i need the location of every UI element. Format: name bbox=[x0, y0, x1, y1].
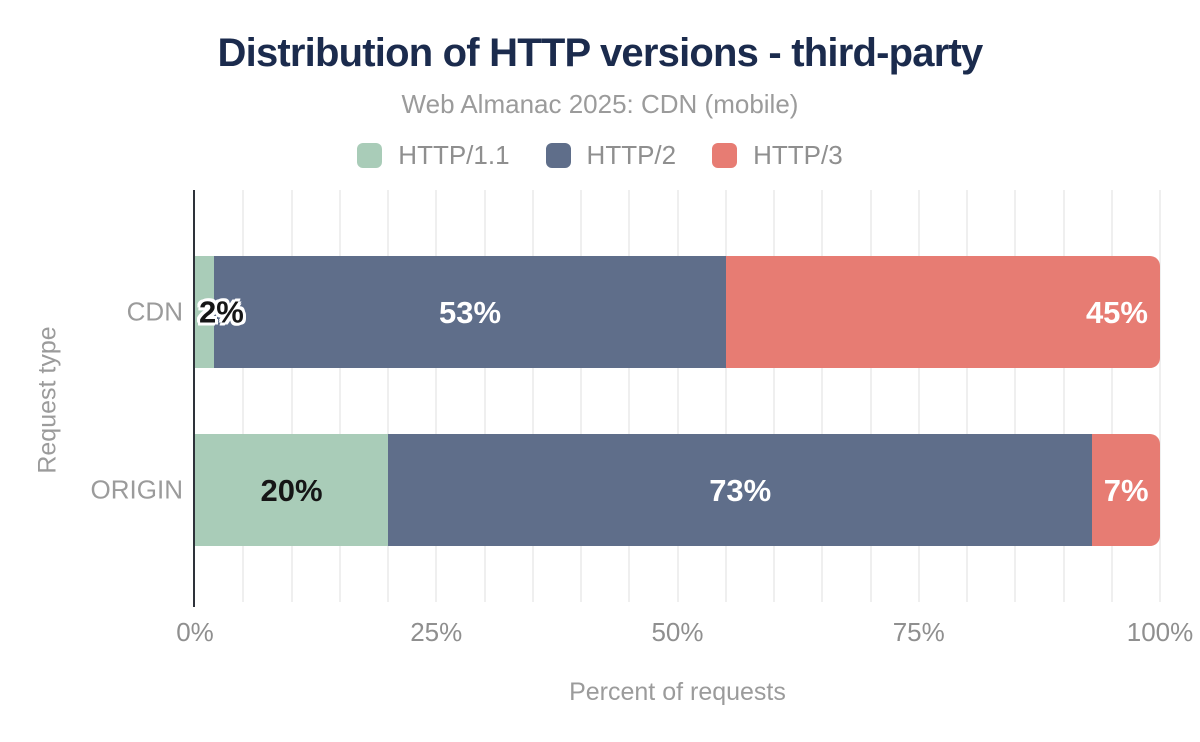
data-label-origin-http-3: 7% bbox=[1103, 472, 1149, 508]
data-label-origin-http-2: 73% bbox=[709, 472, 772, 508]
category-label-origin: ORIGIN bbox=[90, 474, 183, 505]
gridline-60 bbox=[773, 190, 775, 602]
gridline-15 bbox=[338, 190, 341, 602]
bar-segment-origin-http-3: 7% bbox=[1092, 434, 1160, 546]
gridline-75 bbox=[917, 190, 920, 602]
legend-swatch-http-3 bbox=[712, 143, 738, 168]
x-axis-title: Percent of requests bbox=[569, 678, 786, 706]
gridline-45 bbox=[628, 190, 631, 602]
bar-segment-origin-http-2: 73% bbox=[388, 434, 1093, 546]
legend-swatch-http-2 bbox=[545, 143, 571, 168]
legend-label-http-1-1: HTTP/1.1 bbox=[398, 140, 510, 170]
category-label-cdn: CDN bbox=[126, 296, 183, 327]
bar-segment-cdn-http-3: 45% bbox=[725, 256, 1160, 368]
plot-area: 2% 53% 45% 20% 73% 7% bbox=[193, 190, 1161, 607]
bar-segment-origin-http-1-1: 20% bbox=[195, 434, 388, 546]
x-tick-50: 50% bbox=[651, 617, 704, 647]
legend-item-http-3: HTTP/3 bbox=[712, 140, 843, 171]
gridline-70 bbox=[869, 190, 872, 602]
gridline-10 bbox=[290, 190, 293, 602]
chart-subtitle: Web Almanac 2025: CDN (mobile) bbox=[401, 89, 799, 119]
legend-label-http-3: HTTP/3 bbox=[753, 140, 843, 170]
gridline-5 bbox=[242, 190, 245, 602]
x-tick-25: 25% bbox=[410, 617, 463, 647]
x-tick-0: 0% bbox=[176, 617, 214, 647]
chart-title: Distribution of HTTP versions - third-pa… bbox=[217, 31, 984, 75]
gridline-35 bbox=[531, 190, 534, 602]
gridline-25 bbox=[435, 190, 438, 602]
legend-item-http-1-1: HTTP/1.1 bbox=[357, 140, 510, 171]
y-axis-line bbox=[193, 190, 195, 607]
legend-swatch-http-1-1 bbox=[357, 143, 383, 168]
bar-segment-cdn-http-2: 53% bbox=[214, 256, 726, 368]
legend: HTTP/1.1 HTTP/2 HTTP/3 bbox=[0, 140, 1200, 171]
gridline-55 bbox=[724, 190, 727, 602]
bar-origin: 20% 73% 7% bbox=[195, 434, 1160, 546]
x-tick-75: 75% bbox=[892, 617, 945, 647]
bar-cdn: 2% 53% 45% bbox=[195, 256, 1160, 368]
gridline-65 bbox=[821, 190, 824, 602]
data-label-cdn-http-2: 53% bbox=[438, 294, 502, 330]
bar-segment-cdn-http-1-1: 2% bbox=[195, 256, 244, 368]
legend-item-http-2: HTTP/2 bbox=[545, 140, 677, 171]
gridline-95 bbox=[1110, 190, 1113, 602]
data-label-origin-http-1-1: 20% bbox=[260, 472, 323, 508]
gridline-40 bbox=[580, 190, 582, 602]
gridline-30 bbox=[483, 190, 486, 602]
legend-label-http-2: HTTP/2 bbox=[586, 140, 677, 170]
x-tick-100: 100% bbox=[1126, 617, 1194, 647]
gridline-50 bbox=[676, 190, 679, 602]
gridline-80 bbox=[966, 190, 968, 602]
gridline-100 bbox=[1159, 190, 1161, 602]
data-label-cdn-http-3: 45% bbox=[1085, 294, 1148, 330]
y-axis-title: Request type bbox=[33, 326, 62, 474]
gridline-85 bbox=[1014, 190, 1017, 602]
data-label-cdn-http-1-1: 2% bbox=[199, 294, 244, 330]
gridline-90 bbox=[1062, 190, 1065, 602]
gridline-20 bbox=[387, 190, 389, 602]
